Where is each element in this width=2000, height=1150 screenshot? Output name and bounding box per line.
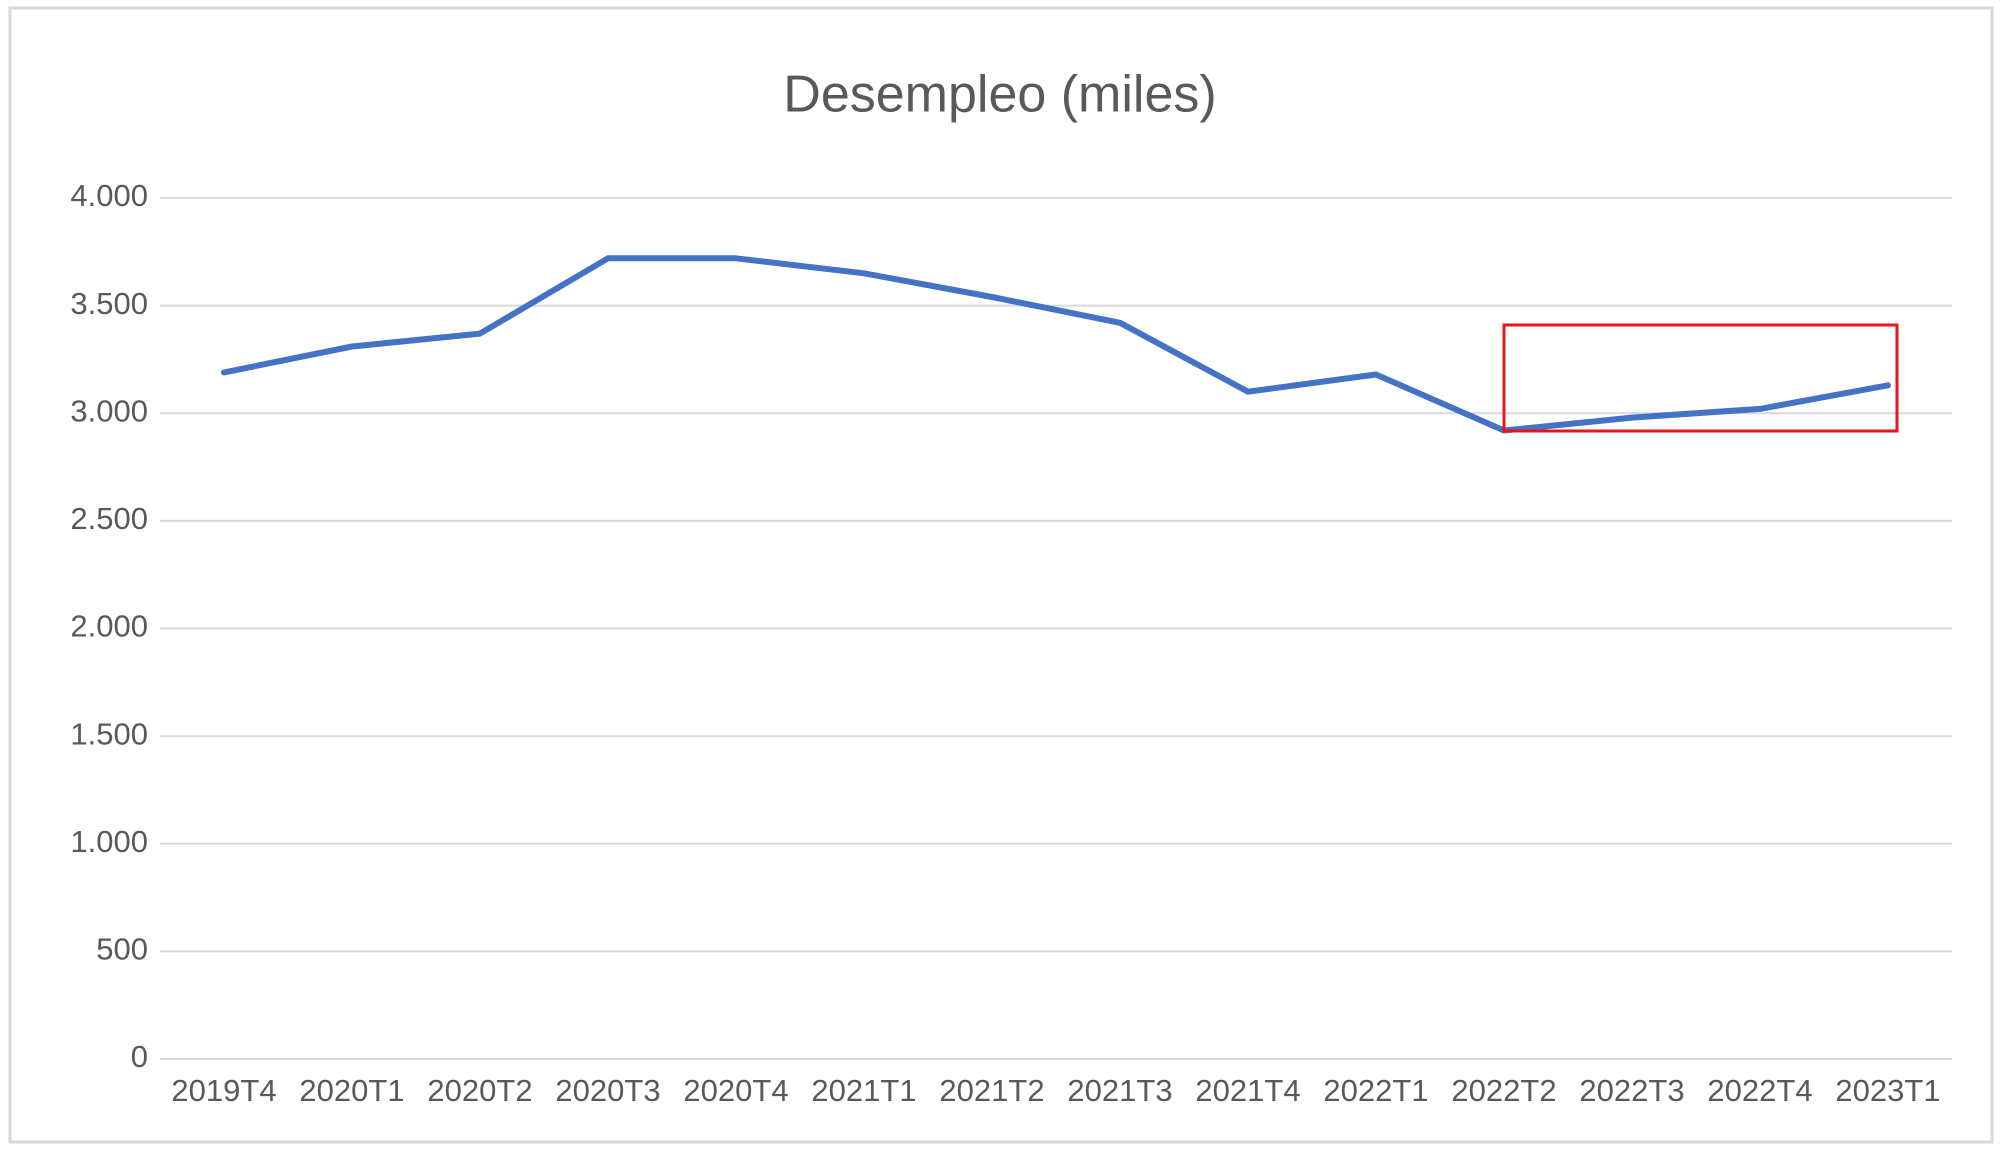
highlight-box	[1502, 323, 1899, 433]
x-tick-label: 2022T3	[1579, 1073, 1684, 1108]
x-tick-label: 2022T2	[1451, 1073, 1556, 1108]
x-tick-label: 2020T2	[427, 1073, 532, 1108]
x-tick-label: 2021T4	[1195, 1073, 1300, 1108]
y-tick-label: 1.000	[70, 824, 148, 859]
data-line	[221, 255, 1891, 434]
y-tick-label: 2.000	[70, 609, 148, 644]
chart-frame	[8, 6, 1994, 1144]
x-tick-label: 2020T3	[555, 1073, 660, 1108]
y-tick-label: 3.500	[70, 286, 148, 321]
x-tick-label: 2023T1	[1835, 1073, 1940, 1108]
x-tick-label: 2021T2	[939, 1073, 1044, 1108]
x-tick-label: 2020T1	[299, 1073, 404, 1108]
x-tick-label: 2020T4	[683, 1073, 788, 1108]
x-tick-label: 2022T1	[1323, 1073, 1428, 1108]
chart-title: Desempleo (miles)	[783, 66, 1216, 124]
y-tick-label: 2.500	[70, 501, 148, 536]
x-tick-label: 2021T1	[811, 1073, 916, 1108]
y-tick-label: 500	[96, 932, 148, 967]
marks	[221, 255, 1891, 434]
x-tick-label: 2021T3	[1067, 1073, 1172, 1108]
x-tick-label: 2022T4	[1707, 1073, 1812, 1108]
y-tick-label: 1.500	[70, 716, 148, 751]
grid: 0 500 1.000 1.500 2.000 2.500 3.000 3.500 4.000 2…	[70, 178, 1952, 1108]
y-tick-label: 4.000	[70, 178, 148, 213]
x-tick-label: 2019T4	[171, 1073, 276, 1108]
y-tick-label: 3.000	[70, 393, 148, 428]
y-tick-label: 0	[131, 1039, 148, 1074]
